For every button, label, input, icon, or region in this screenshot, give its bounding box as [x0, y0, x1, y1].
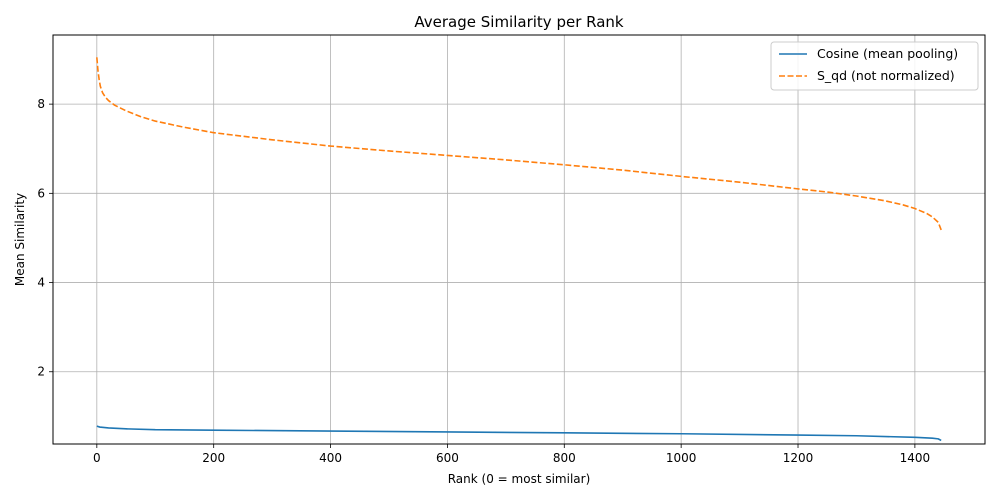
- series-layer: [96, 57, 942, 442]
- plot-frame: [52, 34, 986, 445]
- legend-label-1: S_qd (not normalized): [817, 68, 955, 83]
- x-tick-label: 1200: [783, 451, 814, 465]
- legend: Cosine (mean pooling) S_qd (not normalize…: [770, 41, 979, 91]
- y-axis-label: Mean Similarity: [13, 193, 27, 286]
- legend-box: [770, 41, 979, 91]
- legend-label-0: Cosine (mean pooling): [817, 46, 958, 61]
- y-tick-label: 4: [37, 276, 45, 290]
- x-tick-label: 200: [202, 451, 225, 465]
- x-tick-label: 600: [436, 451, 459, 465]
- y-tick-label: 8: [37, 97, 45, 111]
- y-tick-label: 2: [37, 365, 45, 379]
- ticks: 0 200 400 600 800 1000 1200 1400 2 4 6 8: [37, 97, 930, 465]
- x-tick-label: 1400: [900, 451, 931, 465]
- chart-title: Average Similarity per Rank: [414, 13, 624, 31]
- grid: [53, 35, 985, 444]
- series-line-0: [96, 425, 942, 442]
- x-tick-label: 800: [553, 451, 576, 465]
- x-tick-label: 0: [93, 451, 101, 465]
- x-axis-label: Rank (0 = most similar): [448, 472, 591, 486]
- y-tick-label: 6: [37, 186, 45, 200]
- series-line-1: [96, 57, 942, 231]
- x-tick-label: 1000: [666, 451, 697, 465]
- x-tick-label: 400: [319, 451, 342, 465]
